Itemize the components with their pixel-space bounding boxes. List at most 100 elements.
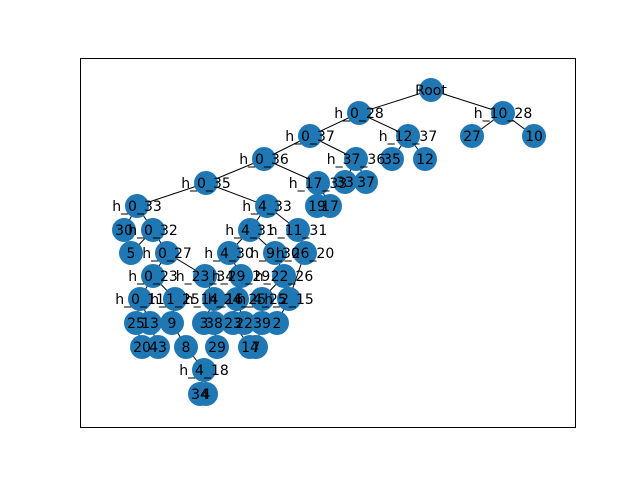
- edge-Root-to-h-10-28: [430, 89, 504, 114]
- node-35: [380, 147, 404, 171]
- node-h-10-28: [491, 101, 515, 125]
- node-label-2: 2: [273, 316, 282, 332]
- node-label-h-24-25: h_24_25: [208, 292, 267, 308]
- node-h-11-31: [286, 218, 310, 242]
- node-label-23: 23: [224, 316, 242, 332]
- node-label-43: 43: [149, 340, 167, 356]
- node-label-h-12-37: h_12_37: [379, 129, 438, 145]
- node-label-h-4-18: h_4_18: [179, 363, 229, 379]
- node-37: [354, 170, 378, 194]
- node-label-9: 9: [168, 316, 177, 332]
- node-label-h-4-25: h_4_25: [237, 292, 287, 308]
- node-label-h-0-35: h_0_35: [181, 176, 231, 192]
- node-label-Root: Root: [415, 83, 447, 99]
- node-Root: [419, 78, 443, 102]
- node-label-22: 22: [235, 316, 253, 332]
- node-h-22-26: [272, 264, 296, 288]
- node-label-h-0-23: h_0_23: [128, 269, 178, 285]
- node-label-h-29-29: h_29_29: [212, 269, 271, 285]
- node-12: [413, 147, 437, 171]
- node-h-26-20: [293, 241, 317, 265]
- node-label-19: 19: [308, 199, 326, 215]
- node-label-10: 10: [525, 129, 543, 145]
- node-h-4-25: [250, 287, 274, 311]
- node-label-38: 38: [205, 316, 223, 332]
- node-label-h-17-33: h_17_33: [289, 176, 348, 192]
- node-label-h-4-33: h_4_33: [242, 199, 292, 215]
- node-30: [112, 218, 136, 242]
- node-label-h-0-36: h_0_36: [239, 152, 289, 168]
- edge-h-0-35-to-h-0-33: [136, 182, 207, 207]
- node-label-7: 7: [252, 340, 261, 356]
- node-13: [138, 311, 162, 335]
- plot-frame: [80, 58, 576, 428]
- node-label-h-4-30: h_4_30: [204, 246, 254, 262]
- node-label-h-0-33: h_0_33: [112, 199, 162, 215]
- node-h-0-11: [128, 287, 152, 311]
- node-h-4-33: [255, 194, 279, 218]
- node-label-13: 13: [141, 316, 159, 332]
- node-label-h-11-31: h_11_31: [269, 223, 328, 239]
- node-label-39: 39: [253, 316, 271, 332]
- node-h-0-28: [347, 101, 371, 125]
- node-h-1-25: [163, 287, 187, 311]
- node-38: [202, 311, 226, 335]
- node-layer: [112, 78, 546, 406]
- node-label-h-4-31: h_4_31: [225, 223, 275, 239]
- node-label-33: 33: [336, 175, 354, 191]
- node-label-12: 12: [416, 152, 434, 168]
- node-label-35: 35: [383, 152, 401, 168]
- node-h-0-27: [155, 241, 179, 265]
- node-label-34: 34: [191, 387, 209, 403]
- node-label-h-37-36: h_37_36: [327, 152, 386, 168]
- node-label-17: 17: [321, 199, 339, 215]
- node-8: [174, 335, 198, 359]
- node-h-9-30: [263, 241, 287, 265]
- node-label-4: 4: [202, 387, 211, 403]
- node-label-14: 14: [241, 340, 259, 356]
- node-h-0-35: [194, 171, 218, 195]
- node-label-h-1-25: h_1_25: [150, 292, 200, 308]
- node-label-h-0-32: h_0_32: [128, 223, 178, 239]
- node-10: [522, 124, 546, 148]
- node-h-0-23: [141, 264, 165, 288]
- node-5: [119, 241, 143, 265]
- node-h-4-18: [192, 358, 216, 382]
- node-label-25: 25: [127, 316, 145, 332]
- node-label-29: 29: [208, 340, 226, 356]
- node-h-0-37: [298, 124, 322, 148]
- node-h-0-33: [125, 194, 149, 218]
- node-43: [146, 335, 170, 359]
- node-label-8: 8: [182, 340, 191, 356]
- node-h-23-34: [193, 264, 217, 288]
- node-label-h-14-16: h_14_16: [185, 292, 244, 308]
- node-label-h-0-27: h_0_27: [142, 246, 192, 262]
- node-2: [265, 311, 289, 335]
- node-h-0-36: [252, 147, 276, 171]
- node-label-h-23-34: h_23_34: [176, 269, 235, 285]
- node-label-h-0-28: h_0_28: [334, 106, 384, 122]
- node-h-4-31: [238, 218, 262, 242]
- node-h-17-33: [306, 171, 330, 195]
- node-label-20: 20: [133, 340, 151, 356]
- node-label-h-22-26: h_22_26: [255, 269, 314, 285]
- node-h-2-15: [277, 287, 301, 311]
- node-7: [244, 335, 268, 359]
- node-22: [232, 311, 256, 335]
- node-label-37: 37: [357, 175, 375, 191]
- node-29: [205, 335, 229, 359]
- edge-Root-to-h-0-28: [358, 89, 432, 114]
- node-h-4-30: [217, 241, 241, 265]
- node-27: [460, 124, 484, 148]
- node-label-5: 5: [127, 246, 136, 262]
- node-label-h-2-15: h_2_15: [264, 292, 314, 308]
- node-h-14-16: [202, 287, 226, 311]
- node-label-h-10-28: h_10_28: [474, 106, 533, 122]
- node-label-h-0-37: h_0_37: [285, 129, 335, 145]
- node-label-3: 3: [200, 316, 209, 332]
- node-label-h-9-30: h_9_30: [250, 246, 300, 262]
- node-label-27: 27: [463, 129, 481, 145]
- node-label-h-26-20: h_26_20: [276, 246, 335, 262]
